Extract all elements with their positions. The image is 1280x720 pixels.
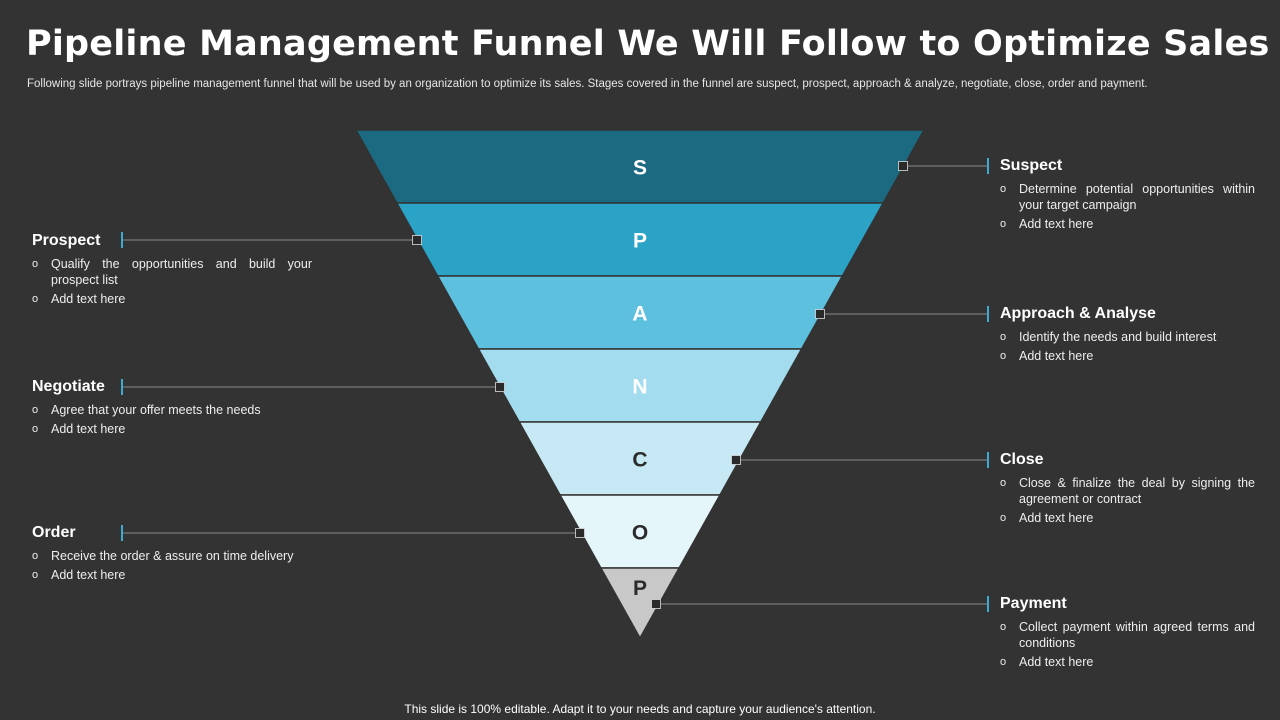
bullet-item: Add text here — [32, 567, 312, 583]
stage-order-bullets: Receive the order & assure on time deliv… — [32, 548, 312, 583]
footer-note: This slide is 100% editable. Adapt it to… — [404, 702, 876, 716]
stage-prospect: Prospect Qualify the opportunities and b… — [32, 232, 312, 310]
stage-prospect-bullets: Qualify the opportunities and build your… — [32, 256, 312, 307]
connector-approach — [815, 306, 989, 322]
bullet-item: Add text here — [32, 421, 312, 437]
stage-order: Order Receive the order & assure on time… — [32, 524, 312, 586]
bullet-item: Collect payment within agreed terms and … — [1000, 619, 1255, 651]
funnel-letter-7: P — [633, 577, 647, 600]
bullet-item: Add text here — [1000, 216, 1255, 232]
stage-negotiate-bullets: Agree that your offer meets the needs Ad… — [32, 402, 312, 437]
funnel-letter-3: A — [632, 303, 647, 326]
stage-prospect-title: Prospect — [32, 232, 101, 249]
stage-payment-title: Payment — [1000, 595, 1067, 612]
bullet-item: Identify the needs and build interest — [1000, 329, 1255, 345]
slide-title: Pipeline Management Funnel We Will Follo… — [26, 24, 1270, 64]
connector-negotiate — [121, 379, 505, 395]
bullet-item: Determine potential opportunities within… — [1000, 181, 1255, 213]
connector-suspect — [898, 158, 989, 174]
stage-payment: Payment Collect payment within agreed te… — [1000, 595, 1255, 673]
stage-negotiate-title: Negotiate — [32, 378, 105, 395]
connector-prospect — [121, 232, 422, 248]
funnel-letter-5: C — [632, 449, 647, 472]
funnel-letter-4: N — [632, 376, 647, 399]
stage-payment-bullets: Collect payment within agreed terms and … — [1000, 619, 1255, 670]
connector-order — [121, 525, 585, 541]
funnel-letter-1: S — [633, 157, 647, 180]
stage-suspect-bullets: Determine potential opportunities within… — [1000, 181, 1255, 232]
bullet-item: Add text here — [1000, 654, 1255, 670]
stage-order-title: Order — [32, 524, 76, 541]
bullet-item: Add text here — [32, 291, 312, 307]
bullet-item: Agree that your offer meets the needs — [32, 402, 312, 418]
stage-approach-analyse: Approach & Analyse Identify the needs an… — [1000, 305, 1255, 367]
connector-payment — [651, 596, 989, 612]
bullet-item: Add text here — [1000, 510, 1255, 526]
bullet-item: Close & finalize the deal by signing the… — [1000, 475, 1255, 507]
connector-close — [731, 452, 989, 468]
stage-close: Close Close & finalize the deal by signi… — [1000, 451, 1255, 529]
stage-close-bullets: Close & finalize the deal by signing the… — [1000, 475, 1255, 526]
funnel-letter-2: P — [633, 230, 647, 253]
bullet-item: Qualify the opportunities and build your… — [32, 256, 312, 288]
bullet-item: Add text here — [1000, 348, 1255, 364]
bullet-item: Receive the order & assure on time deliv… — [32, 548, 312, 564]
stage-suspect: Suspect Determine potential opportunitie… — [1000, 157, 1255, 235]
stage-negotiate: Negotiate Agree that your offer meets th… — [32, 378, 312, 440]
slide-subtitle: Following slide portrays pipeline manage… — [27, 78, 1148, 90]
stage-suspect-title: Suspect — [1000, 157, 1063, 174]
stage-approach-analyse-title: Approach & Analyse — [1000, 305, 1156, 322]
stage-close-title: Close — [1000, 451, 1044, 468]
funnel-letter-6: O — [632, 522, 648, 545]
stage-approach-analyse-bullets: Identify the needs and build interest Ad… — [1000, 329, 1255, 364]
